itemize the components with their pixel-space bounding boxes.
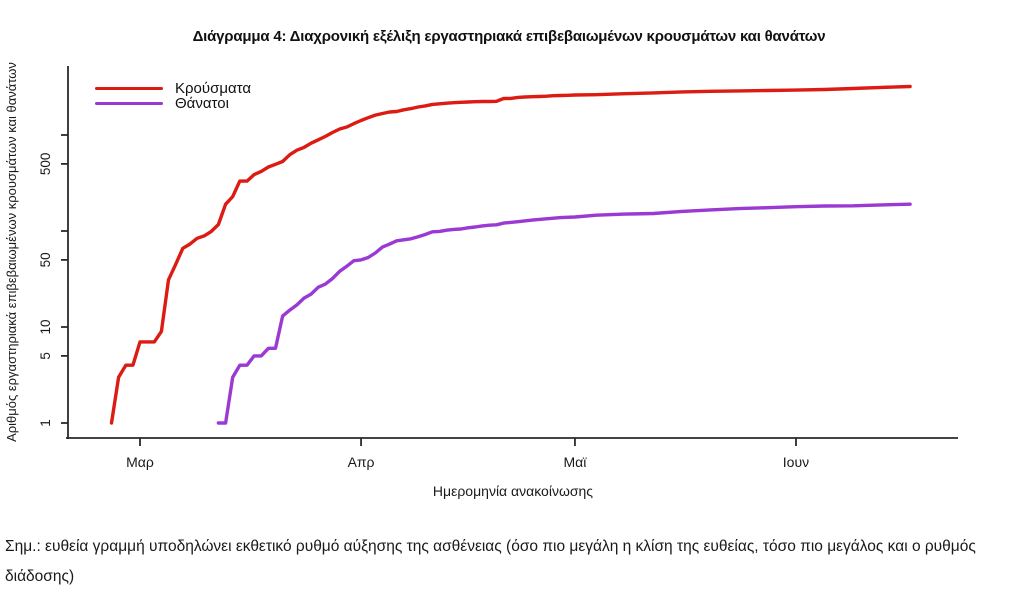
x-axis-title: Ημερομηνία ανακοίνωσης	[433, 483, 593, 499]
x-tick-label: Μαρ	[126, 454, 154, 470]
x-tick-label: Ιουν	[783, 454, 809, 470]
legend-item-cases: Κρούσματα	[95, 81, 251, 96]
y-tick-label: 50	[38, 252, 53, 267]
y-tick-label: 500	[38, 153, 53, 176]
deaths-legend-label: Θάνατοι	[175, 95, 229, 112]
x-tick-label: Μαϊ	[564, 454, 588, 470]
y-tick-label: 5	[38, 352, 53, 360]
y-tick-label: 1	[38, 419, 53, 427]
deaths-legend-line	[95, 101, 163, 106]
footnote: Σημ.: ευθεία γραμμή υποδηλώνει εκθετικό …	[5, 538, 976, 585]
legend-item-deaths: Θάνατοι	[95, 96, 251, 111]
y-tick-label: 10	[38, 319, 53, 334]
chart-plot: 1 5 10 50 500 Μαρ Απρ Μαϊ Ιουν Ημερομηνία ανακοίν…	[4, 62, 958, 499]
chart-title: Διάγραμμα 4: Διαχρονική εξέλιξη εργαστηρ…	[192, 28, 826, 45]
cases-legend-label: Κρούσματα	[175, 80, 252, 97]
deaths-line	[216, 202, 912, 425]
cases-line	[109, 84, 912, 425]
legend: Κρούσματα Θάνατοι	[95, 81, 251, 111]
y-axis-title: Αριθμός εργαστηριακά επιβεβαιωμένων κρου…	[4, 62, 19, 442]
x-tick-label: Απρ	[348, 454, 375, 470]
cases-legend-line	[95, 86, 163, 91]
